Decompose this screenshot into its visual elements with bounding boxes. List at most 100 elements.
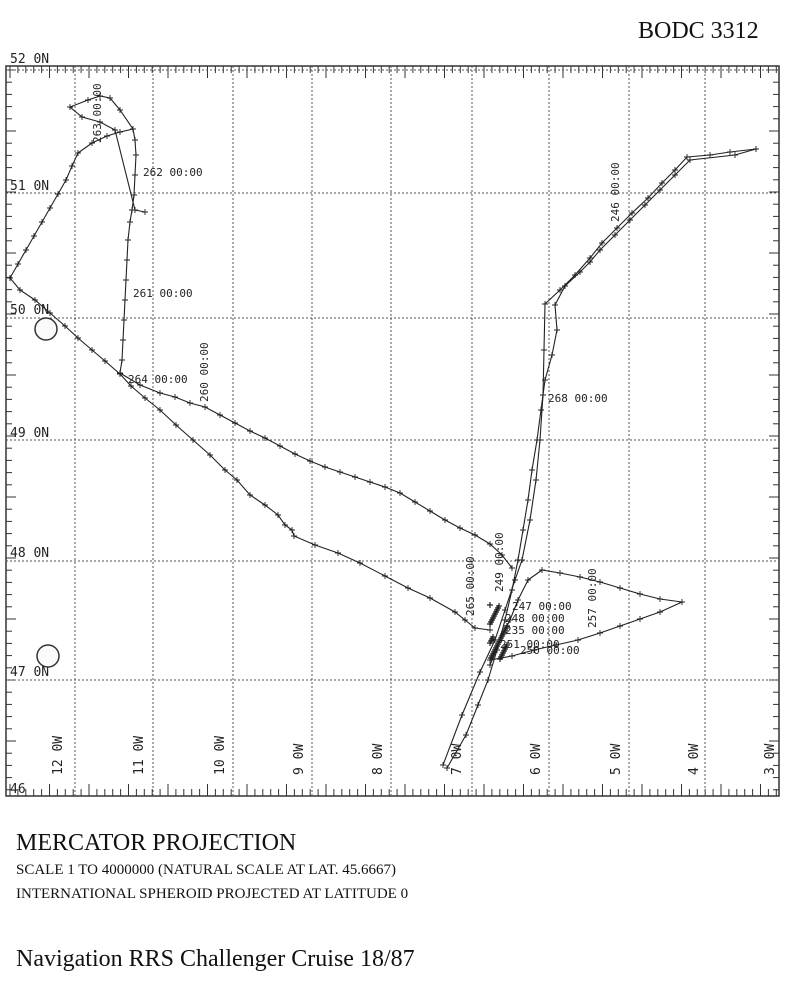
track-segment <box>9 128 137 374</box>
fix-marker <box>553 642 559 648</box>
fix-marker <box>575 637 581 643</box>
fix-marker <box>463 732 469 738</box>
track-label-264: 264 00:00 <box>128 373 188 386</box>
fix-marker <box>577 269 583 275</box>
fix-marker <box>534 437 540 443</box>
fix-marker <box>7 275 13 281</box>
fix-marker <box>282 522 288 528</box>
fix-marker <box>440 762 446 768</box>
lon-label-8: 8 0W <box>371 744 386 775</box>
fix-marker <box>637 591 643 597</box>
fix-marker <box>247 492 253 498</box>
figure-caption: Navigation RRS Challenger Cruise 18/87 <box>16 946 415 972</box>
fix-marker <box>142 395 148 401</box>
fix-marker <box>121 317 127 323</box>
fix-marker <box>337 469 343 475</box>
lat-label-52: 52 0N <box>10 52 49 67</box>
fix-marker <box>617 585 623 591</box>
fix-marker <box>112 127 118 133</box>
fix-marker <box>382 573 388 579</box>
fix-marker <box>587 259 593 265</box>
fix-marker <box>629 210 635 216</box>
fix-marker <box>47 205 53 211</box>
fix-marker <box>707 152 713 158</box>
fix-marker <box>55 191 61 197</box>
track-label-250: 250 00:00 <box>520 644 580 657</box>
fix-marker <box>247 428 253 434</box>
fix-marker <box>444 765 450 771</box>
fix-marker <box>612 232 618 238</box>
fix-marker <box>357 560 363 566</box>
fix-marker <box>412 499 418 505</box>
fix-marker <box>462 617 468 623</box>
fix-marker <box>122 297 128 303</box>
fix-marker <box>207 452 213 458</box>
track-segment <box>9 277 491 631</box>
fix-marker <box>15 261 21 267</box>
fix-marker <box>124 257 130 263</box>
fix-marker <box>69 163 75 169</box>
fix-marker <box>119 357 125 363</box>
fix-marker <box>234 477 240 483</box>
track-label-248: 248 00:00 <box>505 612 565 625</box>
fix-marker <box>549 352 555 358</box>
fix-marker <box>120 337 126 343</box>
fix-marker <box>627 217 633 223</box>
fix-marker <box>157 390 163 396</box>
fix-marker <box>262 435 268 441</box>
lat-label-48: 48 0N <box>10 546 49 561</box>
fix-marker <box>531 647 537 653</box>
fix-marker <box>312 542 318 548</box>
track-label-265: 265 00:00 <box>464 556 477 616</box>
fix-marker <box>89 347 95 353</box>
fix-marker-cluster <box>496 603 502 609</box>
fix-marker <box>133 152 139 158</box>
fix-marker <box>457 525 463 531</box>
fix-marker <box>554 327 560 333</box>
fix-marker <box>539 567 545 573</box>
fix-marker <box>291 533 297 539</box>
fix-marker <box>657 187 663 193</box>
fix-marker <box>515 557 521 563</box>
fix-marker <box>79 114 85 120</box>
navigation-chart: 52 0N 51 0N 50 0N 49 0N 48 0N 47 0N 46 1… <box>0 48 800 808</box>
lon-label-3: 3 0W <box>763 744 778 775</box>
fix-marker <box>117 129 123 135</box>
lon-label-9: 9 0W <box>292 744 307 775</box>
fix-marker <box>427 595 433 601</box>
track-label-246: 246 00:00 <box>609 162 622 222</box>
fix-marker <box>32 297 38 303</box>
fix-marker <box>557 570 563 576</box>
fix-marker <box>89 140 95 146</box>
fix-marker <box>525 577 531 583</box>
lon-label-10: 10 0W <box>213 736 228 775</box>
punch-hole-top <box>34 317 58 341</box>
lon-label-11: 11 0W <box>132 736 147 775</box>
fix-marker <box>557 287 563 293</box>
fix-marker <box>107 95 113 101</box>
fix-marker <box>172 394 178 400</box>
fix-marker <box>645 195 651 201</box>
fix-marker <box>97 93 103 99</box>
fix-marker <box>520 527 526 533</box>
fix-marker <box>352 474 358 480</box>
fix-marker <box>187 400 193 406</box>
fix-marker <box>538 407 544 413</box>
fix-marker <box>125 237 131 243</box>
fix-marker <box>552 302 558 308</box>
graticule <box>6 66 779 796</box>
fix-marker <box>753 146 759 152</box>
fix-marker <box>63 177 69 183</box>
fix-marker <box>307 458 313 464</box>
fix-marker <box>577 574 583 580</box>
fix-marker <box>222 467 228 473</box>
fix-marker <box>509 587 515 593</box>
track-segment <box>119 372 513 569</box>
track-label-268: 268 00:00 <box>548 392 608 405</box>
fix-marker <box>477 669 483 675</box>
track-segment <box>442 148 757 766</box>
fix-marker <box>617 623 623 629</box>
fix-marker <box>39 219 45 225</box>
lat-label-49: 49 0N <box>10 426 49 441</box>
spheroid-note: INTERNATIONAL SPHEROID PROJECTED AT LATI… <box>16 886 409 902</box>
